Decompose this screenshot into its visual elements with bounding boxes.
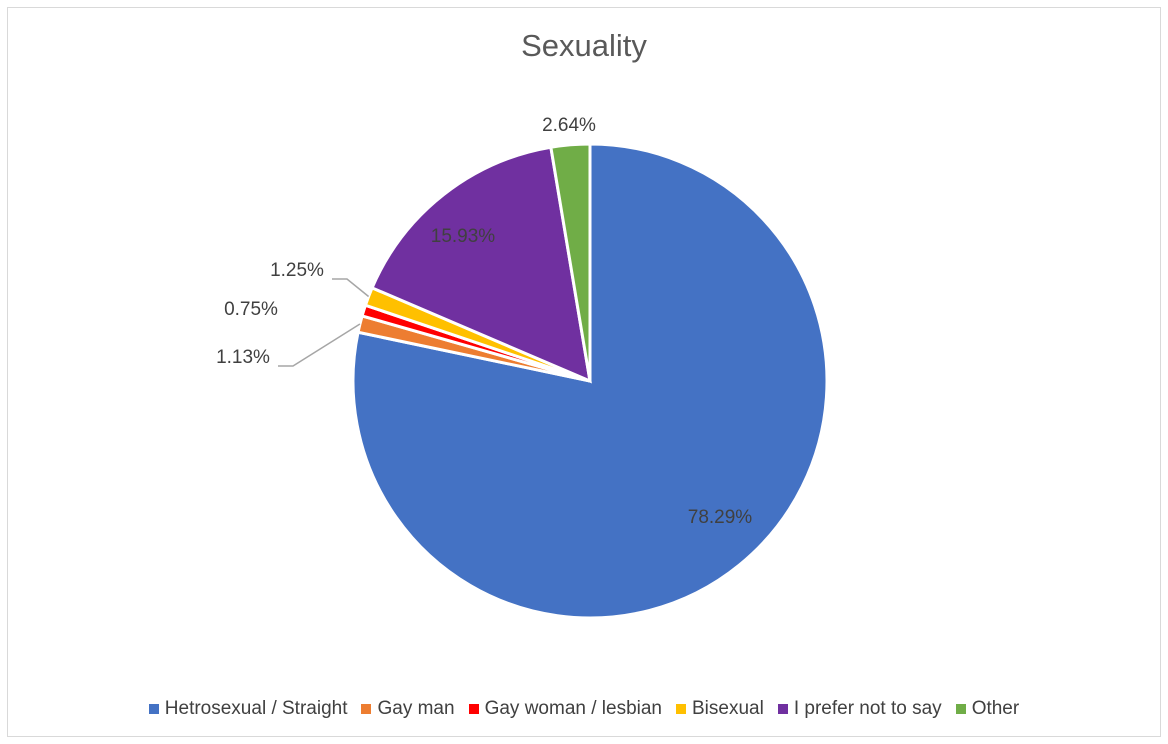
legend-item-3: Bisexual (676, 698, 764, 720)
legend-label-0: Hetrosexual / Straight (164, 698, 348, 719)
data-label-3: 1.25% (270, 260, 324, 281)
legend-label-1: Gay man (377, 698, 455, 719)
legend-item-4: I prefer not to say (777, 698, 942, 720)
legend-swatch-0 (148, 704, 159, 714)
pie-slice-4 (370, 145, 592, 384)
data-label-0: 78.29% (688, 507, 753, 528)
legend-label-4: I prefer not to say (793, 698, 942, 719)
legend-item-1: Gay man (361, 698, 455, 720)
legend-swatch-4 (777, 704, 788, 714)
legend-item-0: Hetrosexual / Straight (148, 698, 348, 720)
legend-swatch-2 (468, 704, 479, 714)
leader-line-1 (278, 323, 361, 367)
chart-title: Sexuality (521, 28, 647, 63)
pie-slice-5 (549, 142, 592, 382)
leader-line-3 (332, 278, 370, 298)
data-label-1: 1.13% (216, 347, 270, 368)
legend-swatch-5 (955, 704, 966, 714)
legend-item-5: Other (955, 698, 1020, 720)
legend-swatch-1 (361, 704, 372, 714)
data-label-2: 0.75% (224, 299, 278, 320)
legend-swatch-3 (676, 704, 686, 714)
data-label-5: 2.64% (542, 115, 596, 136)
legend-item-2: Gay woman / lesbian (468, 698, 662, 720)
legend-label-5: Other (971, 698, 1020, 719)
legend-label-2: Gay woman / lesbian (484, 698, 662, 719)
legend-label-3: Bisexual (692, 698, 764, 719)
data-label-4: 15.93% (431, 226, 496, 247)
legend: Hetrosexual / Straight Gay man Gay woman /… (0, 698, 1168, 720)
